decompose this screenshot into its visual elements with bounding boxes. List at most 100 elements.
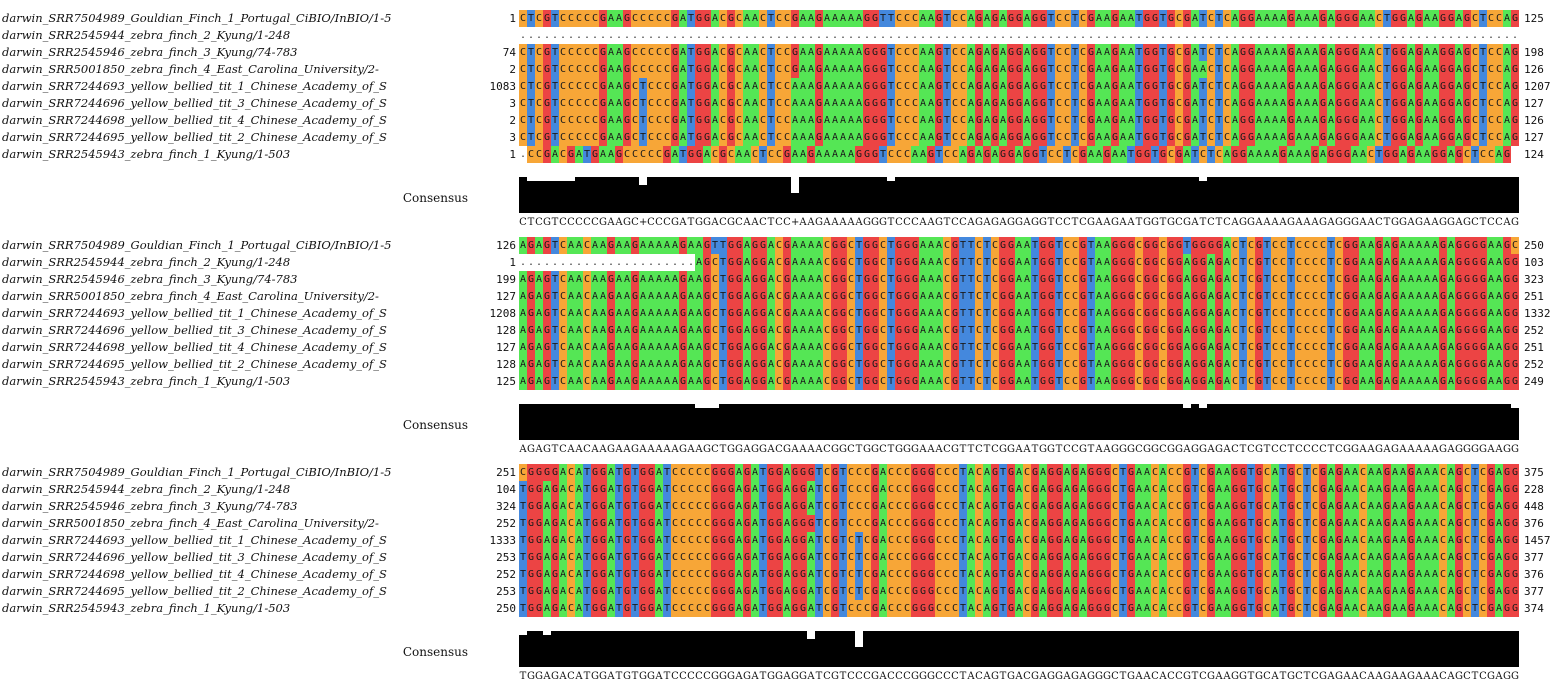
conservation-bar bbox=[1447, 404, 1455, 440]
residue-cell: G bbox=[719, 600, 727, 617]
sequence-name[interactable]: darwin_SRR7244698_yellow_bellied_tit_4_C… bbox=[2, 113, 387, 127]
residue-cell: A bbox=[1271, 146, 1279, 163]
residue-cell: A bbox=[1095, 146, 1103, 163]
sequence-name[interactable]: darwin_SRR7244693_yellow_bellied_tit_1_C… bbox=[2, 79, 387, 93]
conservation-bar bbox=[951, 631, 959, 667]
residue-cell: C bbox=[719, 10, 727, 27]
residue-cell: T bbox=[519, 532, 527, 549]
residue-cell: C bbox=[1151, 498, 1159, 515]
sequence-name[interactable]: darwin_SRR7244693_yellow_bellied_tit_1_C… bbox=[2, 533, 387, 547]
residue-cell: G bbox=[919, 498, 927, 515]
residue-cell: G bbox=[1103, 583, 1111, 600]
residue-cell: T bbox=[1151, 146, 1159, 163]
sequence-name[interactable]: darwin_SRR2545944_zebra_finch_2_Kyung/1-… bbox=[2, 255, 291, 269]
residue-cell: A bbox=[1359, 95, 1367, 112]
residue-cell: G bbox=[895, 305, 903, 322]
consensus-residue: A bbox=[1423, 217, 1431, 228]
residue-cell: T bbox=[839, 583, 847, 600]
sequence-row[interactable]: ........................................… bbox=[519, 27, 1519, 44]
residue-cell: G bbox=[1079, 356, 1087, 373]
residue-cell: C bbox=[711, 356, 719, 373]
residue-cell: A bbox=[1431, 583, 1439, 600]
sequence-name[interactable]: darwin_SRR7244695_yellow_bellied_tit_2_C… bbox=[2, 130, 387, 144]
residue-cell: G bbox=[783, 254, 791, 271]
consensus-residue: G bbox=[903, 444, 911, 455]
sequence-name[interactable]: darwin_SRR7504989_Gouldian_Finch_1_Portu… bbox=[2, 238, 392, 252]
sequence-name[interactable]: darwin_SRR2545946_zebra_finch_3_Kyung/74… bbox=[2, 45, 298, 59]
residue-cell: . bbox=[791, 27, 799, 44]
residue-cell: T bbox=[999, 515, 1007, 532]
sequence-name[interactable]: darwin_SRR2545946_zebra_finch_3_Kyung/74… bbox=[2, 499, 298, 513]
sequence-name[interactable]: darwin_SRR7504989_Gouldian_Finch_1_Portu… bbox=[2, 11, 392, 25]
residue-cell: A bbox=[663, 339, 671, 356]
sequence-name[interactable]: darwin_SRR2545944_zebra_finch_2_Kyung/1-… bbox=[2, 28, 291, 42]
sequence-name[interactable]: darwin_SRR2545944_zebra_finch_2_Kyung/1-… bbox=[2, 482, 291, 496]
residue-cell: A bbox=[575, 373, 583, 390]
sequence-name[interactable]: darwin_SRR2545943_zebra_finch_1_Kyung/1-… bbox=[2, 601, 291, 615]
residue-cell: T bbox=[1191, 146, 1199, 163]
sequence-name[interactable]: darwin_SRR2545943_zebra_finch_1_Kyung/1-… bbox=[2, 147, 291, 161]
sequence-name[interactable]: darwin_SRR5001850_zebra_finch_4_East_Car… bbox=[2, 289, 379, 303]
sequence-name[interactable]: darwin_SRR7244693_yellow_bellied_tit_1_C… bbox=[2, 306, 387, 320]
residue-cell: T bbox=[767, 61, 775, 78]
sequence-name[interactable]: darwin_SRR7504989_Gouldian_Finch_1_Portu… bbox=[2, 465, 392, 479]
residue-cell: C bbox=[671, 583, 679, 600]
residue-cell: A bbox=[1415, 146, 1423, 163]
residue-cell: G bbox=[1103, 498, 1111, 515]
residue-cell: A bbox=[767, 339, 775, 356]
consensus-residue: C bbox=[1359, 671, 1367, 682]
sequence-name[interactable]: darwin_SRR7244696_yellow_bellied_tit_3_C… bbox=[2, 550, 387, 564]
residue-cell: G bbox=[1007, 95, 1015, 112]
residue-cell: . bbox=[687, 254, 695, 271]
residue-cell: G bbox=[1255, 498, 1263, 515]
sequence-name[interactable]: darwin_SRR7244696_yellow_bellied_tit_3_C… bbox=[2, 96, 387, 110]
sequence-name[interactable]: darwin_SRR7244696_yellow_bellied_tit_3_C… bbox=[2, 323, 387, 337]
sequence-name[interactable]: darwin_SRR7244698_yellow_bellied_tit_4_C… bbox=[2, 567, 387, 581]
residue-cell: T bbox=[959, 481, 967, 498]
sequence-name[interactable]: darwin_SRR7244695_yellow_bellied_tit_2_C… bbox=[2, 357, 387, 371]
residue-cell: G bbox=[1335, 498, 1343, 515]
residue-cell: G bbox=[1431, 146, 1439, 163]
sequence-name[interactable]: darwin_SRR2545943_zebra_finch_1_Kyung/1-… bbox=[2, 374, 291, 388]
residue-cell: C bbox=[1063, 10, 1071, 27]
consensus-residue: C bbox=[703, 671, 711, 682]
residue-cell: G bbox=[727, 464, 735, 481]
conservation-bar bbox=[815, 177, 823, 213]
sequence-name[interactable]: darwin_SRR5001850_zebra_finch_4_East_Car… bbox=[2, 516, 379, 530]
sequence-name[interactable]: darwin_SRR7244695_yellow_bellied_tit_2_C… bbox=[2, 584, 387, 598]
consensus-residue: T bbox=[967, 444, 975, 455]
residue-cell: C bbox=[639, 44, 647, 61]
residue-cell: G bbox=[1039, 95, 1047, 112]
sequence-name[interactable]: darwin_SRR5001850_zebra_finch_4_East_Car… bbox=[2, 62, 379, 76]
consensus-residue: G bbox=[1503, 671, 1511, 682]
sequence-name[interactable]: darwin_SRR7244698_yellow_bellied_tit_4_C… bbox=[2, 340, 387, 354]
consensus-residue: A bbox=[743, 217, 751, 228]
sequence-name[interactable]: darwin_SRR2545946_zebra_finch_3_Kyung/74… bbox=[2, 272, 298, 286]
